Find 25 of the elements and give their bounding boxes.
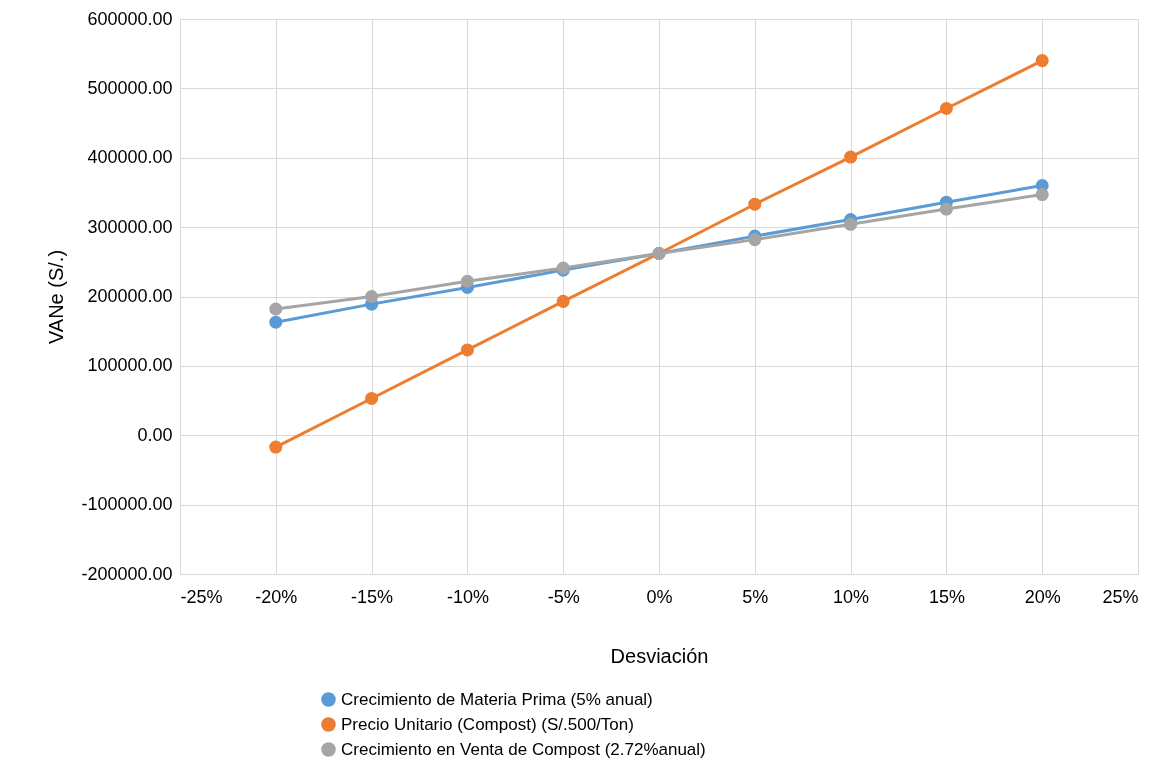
y-tick-label: -200000.00 <box>81 563 173 584</box>
legend-label: Precio Unitario (Compost) (S/.500/Ton) <box>341 714 634 734</box>
x-tick-label: 5% <box>742 586 769 607</box>
x-tick-label: 10% <box>833 586 870 607</box>
y-axis-title: VANe (S/.) <box>45 249 68 345</box>
y-tick-label: 200000.00 <box>87 286 173 306</box>
x-tick-label: 20% <box>1024 586 1061 607</box>
legend-label: Crecimiento en Venta de Compost (2.72%anual) <box>341 739 706 759</box>
y-tick-label: 600000.00 <box>87 8 173 29</box>
x-tick-label: -20% <box>255 586 298 607</box>
x-tick-label: -15% <box>351 586 394 607</box>
legend-label: Crecimiento de Materia Prima (5% anual) <box>341 689 653 709</box>
y-tick-label: 500000.00 <box>87 77 173 98</box>
y-tick-label: -100000.00 <box>81 494 173 515</box>
x-tick-label: 15% <box>928 586 965 607</box>
x-tick-label: 0% <box>646 586 673 607</box>
y-tick-label: 300000.00 <box>87 216 173 237</box>
x-tick-label: -25% <box>180 586 223 607</box>
y-tick-label: 400000.00 <box>87 147 173 168</box>
x-axis-title: Desviación <box>610 644 709 667</box>
x-tick-label: -5% <box>547 586 580 607</box>
y-tick-label: 0.00 <box>137 424 173 445</box>
y-tick-label: 100000.00 <box>87 355 173 376</box>
x-tick-label: -10% <box>446 586 489 607</box>
x-tick-label: 25% <box>1102 586 1139 607</box>
